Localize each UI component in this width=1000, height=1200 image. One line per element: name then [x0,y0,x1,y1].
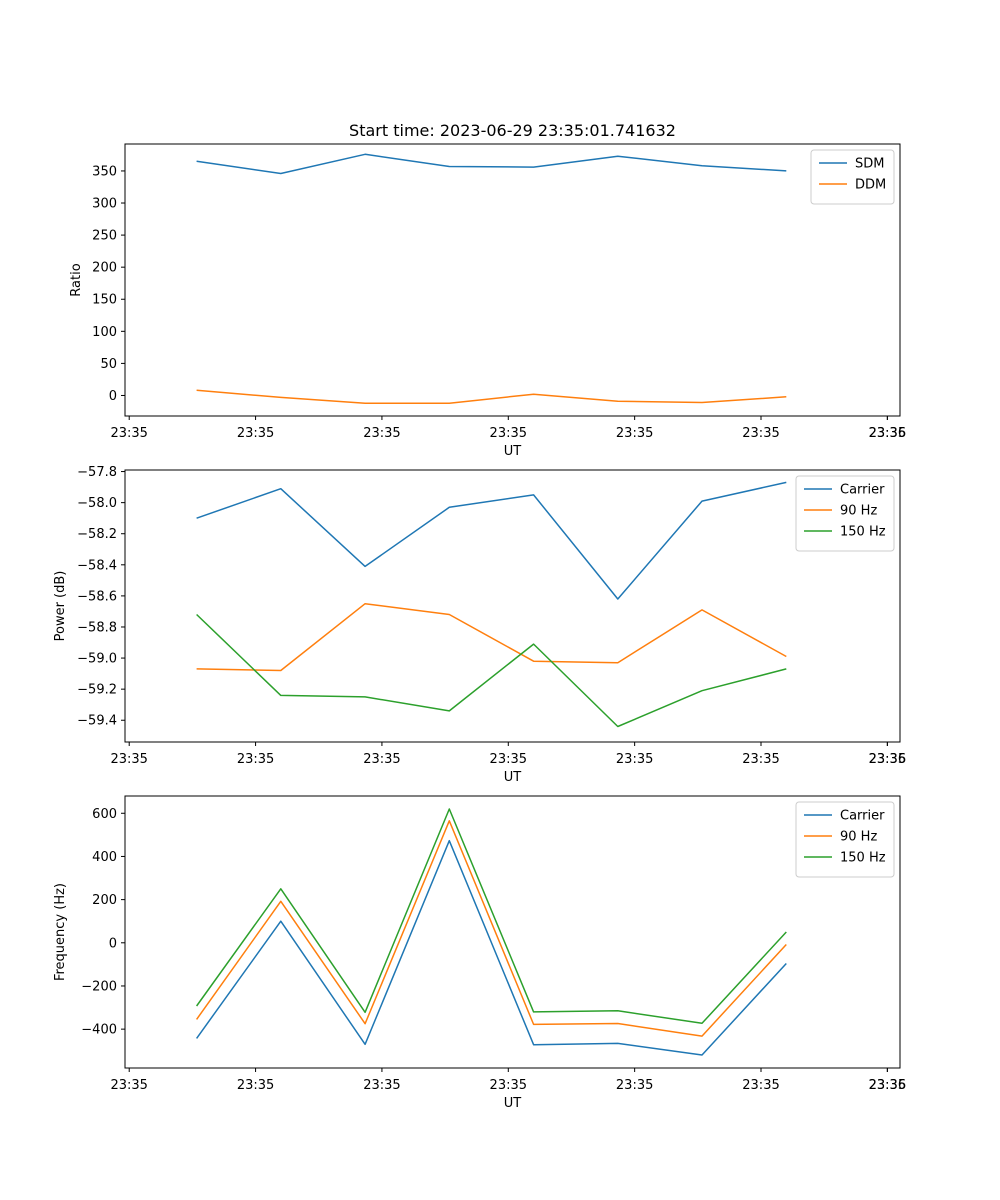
y-tick-label: 600 [92,807,117,822]
legend-label-ddm: DDM [855,178,886,193]
y-tick-label: 250 [92,229,117,244]
y-tick-label: −58.8 [77,620,117,635]
legend-label-carrier: Carrier [840,809,885,824]
y-tick-label: 200 [92,893,117,908]
x-axis-label: UT [504,770,522,785]
x-tick-label: 23:35 [490,1078,527,1093]
x-tick-label: 23:35 [869,752,906,767]
legend-box [795,475,895,552]
x-tick-label: 23:35 [742,426,779,441]
x-tick-label: 23:35 [742,752,779,767]
x-tick-label: 23:35 [616,1078,653,1093]
series-line-150-hz [196,613,787,728]
axes-frame [124,469,901,743]
y-tick-label: −59.0 [77,652,117,667]
y-tick-label: 300 [92,197,117,212]
subplot-power: 23:35 23:35 23:35 23:35 23:35 23:35 23:3523:36… [53,465,906,785]
y-tick-label: −58.6 [77,589,117,604]
y-tick-label: −58.0 [77,496,117,511]
x-tick-label: 23:35 [363,426,400,441]
series-line-carrier [195,839,787,1056]
y-tick-label: 100 [92,325,117,340]
axes-frame [124,143,901,417]
y-tick-label: −59.4 [77,714,117,729]
y-tick-label: −57.8 [77,465,117,480]
legend-label-sdm: SDM [855,157,884,172]
y-tick-label: −58.2 [77,527,117,542]
series-line-90-hz [196,602,787,672]
y-tick-label: −59.2 [77,683,117,698]
axes-frame [124,795,901,1069]
x-tick-label: 23:35 [616,752,653,767]
x-tick-label: 23:35 [616,426,653,441]
x-tick-label: 23:36 [869,752,906,767]
legend-label-150-hz: 150 Hz [840,525,886,540]
x-tick-label: 23:35 [237,752,274,767]
x-axis-label: UT [504,1096,522,1111]
series-line-90-hz [195,820,787,1037]
x-axis-label: UT [504,444,522,459]
series-line-150-hz [195,808,787,1025]
x-tick-label: 23:35 [490,426,527,441]
x-tick-label: 23:35 [869,426,906,441]
y-tick-label: 0 [109,389,117,404]
subplot-frequency: 23:35 23:35 23:35 23:35 23:35 23:35 23:3523:36… [53,795,906,1111]
y-tick-label: 0 [109,936,117,951]
y-tick-label: −58.4 [77,558,117,573]
x-tick-label: 23:36 [869,1078,906,1093]
y-tick-label: 400 [92,850,117,865]
y-axis-label: Ratio [69,263,84,296]
x-tick-label: 23:36 [869,426,906,441]
y-axis-label: Frequency (Hz) [53,883,68,981]
x-tick-label: 23:35 [110,426,147,441]
y-tick-label: −400 [81,1023,117,1038]
x-tick-label: 23:35 [237,426,274,441]
y-tick-label: 200 [92,261,117,276]
x-tick-label: 23:35 [110,1078,147,1093]
x-tick-label: 23:35 [363,1078,400,1093]
y-tick-label: −200 [81,979,117,994]
legend-label-carrier: Carrier [840,483,885,498]
y-tick-label: 150 [92,293,117,308]
legend-box [795,801,895,878]
legend-label-90-hz: 90 Hz [840,830,877,845]
y-axis-label: Power (dB) [53,571,68,642]
series-line-ddm [196,389,787,404]
series-line-carrier [196,481,787,600]
y-tick-label: 350 [92,164,117,179]
legend-label-150-hz: 150 Hz [840,851,886,866]
subplot-ratio: 23:35 23:35 23:35 23:35 23:35 23:35 23:3523:36… [69,143,906,459]
y-tick-label: 50 [100,357,117,372]
figure-title: Start time: 2023-06-29 23:35:01.741632 [349,121,676,140]
x-tick-label: 23:35 [237,1078,274,1093]
x-tick-label: 23:35 [742,1078,779,1093]
x-tick-label: 23:35 [363,752,400,767]
x-tick-label: 23:35 [110,752,147,767]
series-line-sdm [196,153,787,175]
x-tick-label: 23:35 [490,752,527,767]
x-tick-label: 23:35 [869,1078,906,1093]
legend-label-90-hz: 90 Hz [840,504,877,519]
